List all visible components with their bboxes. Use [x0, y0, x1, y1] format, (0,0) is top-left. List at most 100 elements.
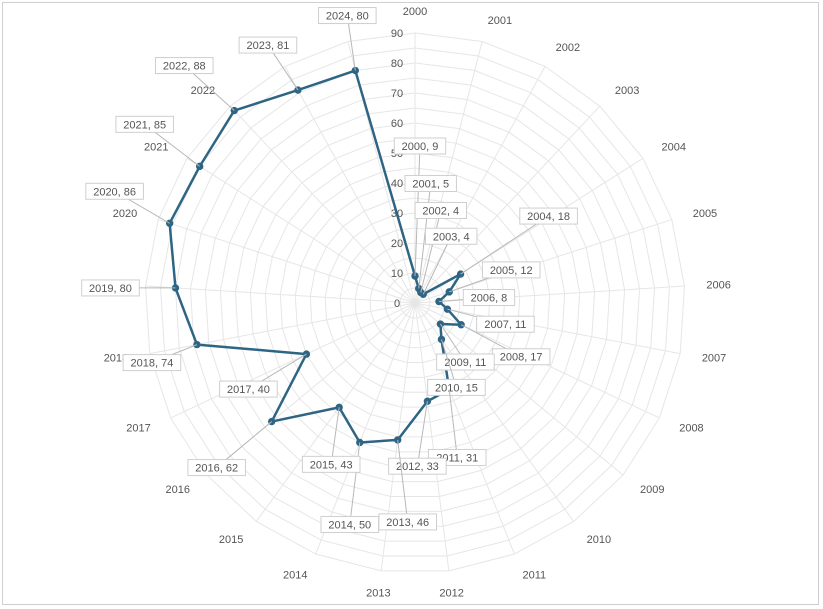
data-label-text: 2008, 17	[500, 352, 543, 364]
grid-spoke	[170, 302, 416, 419]
data-label-box	[154, 57, 214, 75]
data-label: 2023, 81	[238, 36, 299, 91]
data-label-text: 2005, 12	[490, 265, 533, 277]
category-label: 2015	[219, 534, 243, 546]
grid-ring	[204, 92, 626, 512]
data-label-box	[462, 288, 516, 306]
data-label: 2015, 43	[301, 407, 361, 473]
data-label-text: 2011, 31	[436, 452, 478, 464]
data-label-box	[238, 36, 298, 54]
grid-ring	[309, 197, 521, 408]
category-label: 2010	[587, 534, 611, 546]
data-label-text: 2023, 81	[247, 40, 290, 52]
data-label-text: 2019, 80	[89, 283, 132, 295]
data-label-box	[425, 227, 478, 245]
category-label: 2006	[706, 280, 730, 292]
data-label: 2021, 85	[115, 115, 200, 167]
data-label: 2008, 17	[460, 324, 551, 366]
data-label-box	[414, 201, 467, 219]
data-label-text: 2001, 5	[412, 178, 449, 190]
grid-spoke	[255, 302, 416, 522]
data-label: 2010, 15	[427, 339, 486, 396]
data-label-box	[388, 457, 447, 475]
data-label-box	[187, 459, 246, 477]
grid-spoke	[414, 302, 515, 555]
grid-ring	[339, 227, 491, 378]
grid-ring	[384, 272, 446, 334]
data-label-box	[85, 182, 144, 200]
data-label: 2001, 5	[404, 174, 457, 289]
data-label-box	[122, 354, 182, 372]
category-label: 2001	[488, 15, 512, 27]
data-label: 2004, 18	[460, 207, 578, 275]
category-label: 2005	[693, 208, 717, 220]
data-point	[457, 321, 465, 329]
grid-spoke	[158, 219, 416, 304]
data-label: 2016, 62	[187, 421, 273, 477]
data-label: 2007, 11	[447, 308, 535, 333]
data-labels: 2000, 9 2001, 5 2002, 4 2003, 4 2004, 18 2005…	[81, 7, 578, 533]
data-label-text: 2006, 8	[471, 292, 508, 304]
data-label-box	[115, 115, 174, 133]
data-label-text: 2012, 33	[396, 461, 439, 473]
data-label: 2012, 33	[388, 401, 447, 475]
leader-line	[346, 15, 356, 71]
category-label: 2018	[104, 353, 128, 365]
category-label: 2020	[113, 208, 137, 220]
data-label: 2018, 74	[122, 344, 198, 372]
data-label-box	[481, 261, 541, 279]
data-label-box	[81, 279, 140, 297]
grid-spoke	[414, 41, 483, 304]
data-label: 2002, 4	[414, 201, 467, 293]
leader-line	[418, 183, 432, 289]
data-label-text: 2015, 43	[310, 459, 353, 471]
category-label: 2002	[556, 42, 580, 54]
data-label-text: 2004, 18	[527, 211, 570, 223]
category-label: 2003	[615, 85, 639, 97]
grid-ring	[354, 242, 476, 364]
data-label-text: 2021, 85	[123, 119, 166, 131]
data-label-box	[427, 378, 486, 396]
radar-spokes	[145, 33, 685, 571]
data-label: 2006, 8	[438, 288, 516, 306]
data-label-text: 2017, 40	[227, 384, 270, 396]
category-label: 2013	[366, 588, 390, 600]
data-point	[436, 320, 445, 328]
data-label-text: 2016, 62	[195, 463, 238, 475]
grid-ring	[174, 62, 656, 542]
grid-ring	[279, 167, 551, 438]
leader-line	[448, 389, 458, 458]
radial-tick-label: 90	[391, 28, 403, 40]
data-label-text: 2024, 80	[326, 11, 369, 23]
data-label: 2024, 80	[318, 7, 377, 71]
radial-tick-label: 0	[394, 298, 400, 310]
category-label: 2000	[403, 6, 427, 18]
category-label: 2012	[439, 588, 463, 600]
data-label-box	[219, 380, 278, 398]
data-label-box	[318, 7, 377, 25]
data-point	[437, 335, 446, 344]
data-label-text: 2018, 74	[131, 358, 174, 370]
grid-ring	[145, 32, 685, 572]
grid-ring	[369, 257, 461, 349]
data-point	[456, 270, 465, 278]
radar-grid	[145, 32, 685, 572]
data-point	[193, 340, 201, 349]
grid-spoke	[414, 302, 624, 476]
radial-tick-labels: 0102030405060708090	[391, 28, 403, 310]
category-label: 2007	[702, 353, 726, 365]
grid-ring	[324, 212, 506, 393]
data-label: 2003, 4	[422, 227, 478, 295]
data-label-text: 2003, 4	[433, 231, 470, 243]
data-label: 2022, 88	[154, 57, 235, 111]
radial-tick-label: 60	[391, 118, 403, 130]
radial-tick-label: 10	[391, 268, 403, 280]
grid-spoke	[414, 66, 546, 304]
data-label-box	[519, 207, 578, 225]
radial-tick-label: 70	[391, 88, 403, 100]
data-label: 2014, 50	[320, 442, 380, 533]
leader-line	[416, 401, 428, 467]
grid-spoke	[145, 285, 416, 304]
data-label-text: 2014, 50	[328, 519, 371, 531]
